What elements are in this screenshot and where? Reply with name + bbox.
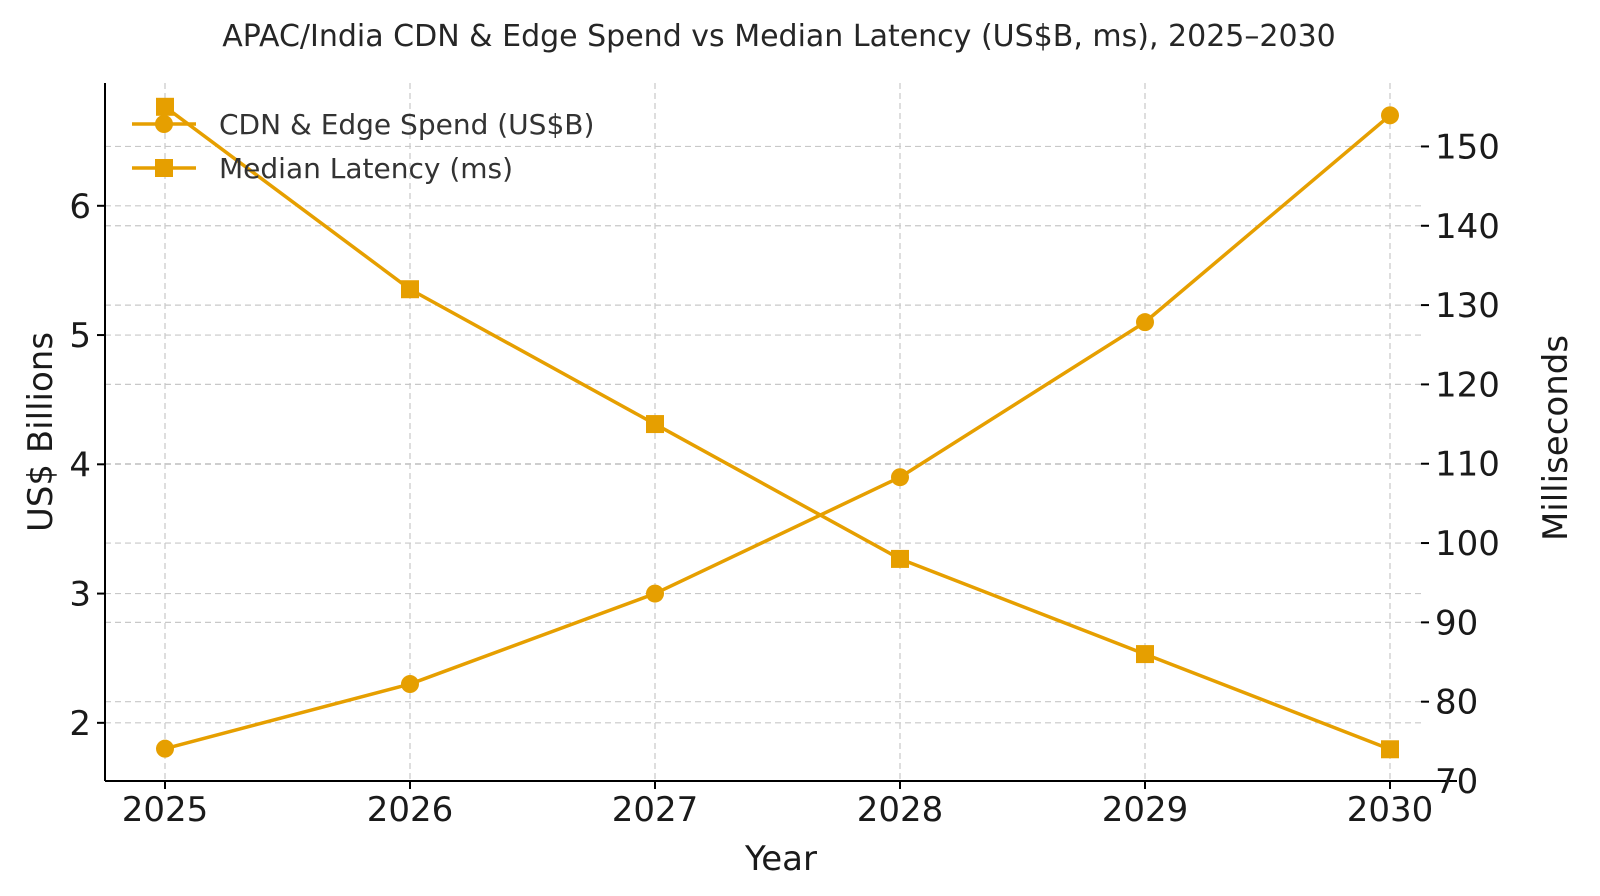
data-point-spend	[1381, 106, 1399, 125]
x-tick-label: 2030	[1347, 790, 1434, 830]
legend-label-latency: Median Latency (ms)	[219, 152, 513, 185]
legend-marker-circle	[155, 115, 173, 133]
y-right-tick-label: 110	[1435, 445, 1500, 485]
y-left-tick-label: 3	[69, 575, 91, 615]
data-point-spend	[156, 739, 174, 758]
legend-label-spend: CDN & Edge Spend (US$B)	[219, 108, 594, 141]
y-right-tick-label: 90	[1435, 603, 1478, 643]
x-tick-label: 2029	[1102, 790, 1189, 830]
data-point-spend	[1136, 313, 1154, 332]
y-right-tick-label: 70	[1435, 762, 1478, 802]
y-axis-label-left: US$ Billions	[21, 332, 61, 532]
data-point-latency	[1136, 645, 1154, 664]
y-left-tick-label: 4	[69, 445, 91, 485]
data-point-latency	[401, 280, 419, 299]
x-axis-label: Year	[744, 839, 817, 879]
data-point-spend	[646, 584, 664, 603]
y-axis-label-right: Milliseconds	[1536, 335, 1576, 541]
y-left-tick-label: 6	[69, 187, 91, 227]
y-right-tick-label: 140	[1435, 207, 1500, 247]
y-right-tick-label: 120	[1435, 365, 1500, 405]
x-tick-label: 2027	[612, 790, 699, 830]
y-left-tick-label: 5	[69, 316, 91, 356]
plot-area	[156, 97, 1399, 759]
data-point-latency	[891, 549, 909, 568]
data-point-latency	[1381, 740, 1399, 759]
legend-item-latency: Median Latency (ms)	[132, 152, 513, 185]
series-line-latency	[163, 105, 1391, 751]
x-tick-label: 2026	[367, 790, 454, 830]
y-right-tick-label: 100	[1435, 524, 1500, 564]
grid	[105, 83, 1421, 782]
x-tick-label: 2025	[122, 790, 209, 830]
legend: CDN & Edge Spend (US$B) Median Latency (…	[132, 108, 594, 185]
chart-title: APAC/India CDN & Edge Spend vs Median La…	[222, 19, 1336, 54]
legend-marker-square	[155, 159, 173, 177]
y-left-tick-label: 2	[69, 704, 91, 744]
legend-item-spend: CDN & Edge Spend (US$B)	[132, 108, 594, 141]
data-point-latency	[156, 97, 174, 116]
data-point-spend	[401, 675, 419, 694]
series-line-spend	[164, 113, 1392, 751]
axis-ticks: 2025 2026 2027 2028 2029 2030 2 3 4 5 6 70 80 90 100 11…	[69, 127, 1500, 830]
y-right-tick-label: 130	[1435, 286, 1500, 326]
y-right-tick-label: 150	[1435, 127, 1500, 167]
data-point-spend	[891, 468, 909, 487]
y-right-tick-label: 80	[1435, 683, 1478, 723]
data-point-latency	[646, 415, 664, 434]
x-tick-label: 2028	[857, 790, 944, 830]
